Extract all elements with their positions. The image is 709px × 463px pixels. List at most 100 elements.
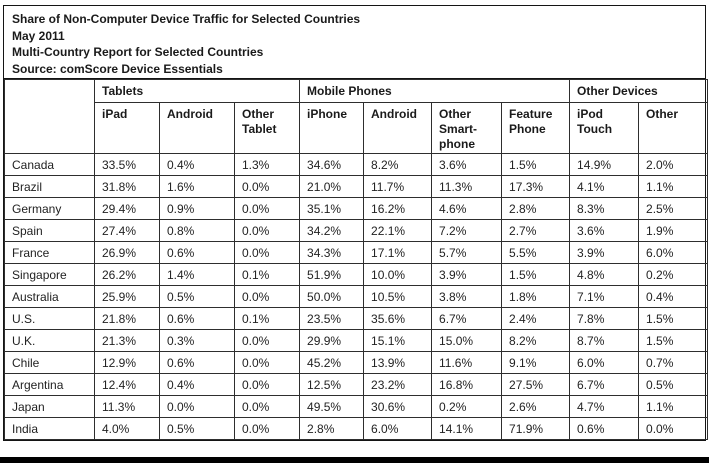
cell-value: 27.4% xyxy=(94,219,160,242)
title-block: Share of Non-Computer Device Traffic for… xyxy=(4,6,705,79)
cell-value: 0.8% xyxy=(159,219,235,242)
table-row: Japan 11.3% 0.0% 0.0% 49.5% 30.6% 0.2% 2.6% 4.7%… xyxy=(4,395,709,418)
cell-value: 1.5% xyxy=(638,307,709,330)
cell-value: 29.4% xyxy=(94,197,160,220)
row-label-country: Singapore xyxy=(4,263,95,286)
cell-value: 5.5% xyxy=(501,241,571,264)
table-row: France 26.9% 0.6% 0.0% 34.3% 17.1% 5.7% 5.5% 3.9… xyxy=(4,241,709,264)
cell-value: 16.8% xyxy=(431,373,503,396)
table-row: Chile 12.9% 0.6% 0.0% 45.2% 13.9% 11.6% 9.1% 6.0… xyxy=(4,351,709,374)
cell-value: 1.9% xyxy=(638,219,709,242)
cell-value: 0.6% xyxy=(569,417,640,440)
cell-value: 1.6% xyxy=(159,175,235,198)
cell-value: 14.9% xyxy=(569,153,640,176)
cell-value: 29.9% xyxy=(299,329,365,352)
cell-value: 0.0% xyxy=(233,329,301,352)
cell-value: 8.2% xyxy=(501,329,571,352)
cell-value: 0.0% xyxy=(159,395,235,418)
col-header-ipod-touch: iPod Touch xyxy=(569,102,640,154)
cell-value: 21.8% xyxy=(94,307,160,330)
cell-value: 71.9% xyxy=(501,417,571,440)
row-label-country: India xyxy=(4,417,95,440)
cell-value: 12.9% xyxy=(94,351,160,374)
table-row: Argentina 12.4% 0.4% 0.0% 12.5% 23.2% 16.8% 27.… xyxy=(4,373,709,396)
cell-value: 0.0% xyxy=(233,241,301,264)
cell-value: 0.4% xyxy=(159,153,235,176)
report-title: Share of Non-Computer Device Traffic for… xyxy=(12,12,361,26)
sub-header-row: iPad Android Other Tablet iPhone Android… xyxy=(5,102,709,154)
cell-value: 0.2% xyxy=(431,395,503,418)
row-label-country: France xyxy=(4,241,95,264)
col-header-other-device: Other xyxy=(638,102,709,154)
cell-value: 10.5% xyxy=(363,285,433,308)
cell-value: 45.2% xyxy=(299,351,365,374)
cell-value: 9.1% xyxy=(501,351,571,374)
table-row: Germany 29.4% 0.9% 0.0% 35.1% 16.2% 4.6% 2.8% 8.… xyxy=(4,197,709,220)
cell-value: 12.5% xyxy=(299,373,365,396)
row-label-country: U.K. xyxy=(4,329,95,352)
col-group-tablets: Tablets xyxy=(93,79,301,103)
table-row: India 4.0% 0.5% 0.0% 2.8% 6.0% 14.1% 71.9% 0.6% 0… xyxy=(4,417,709,440)
cell-value: 0.0% xyxy=(638,417,709,440)
cell-value: 0.3% xyxy=(159,329,235,352)
cell-value: 3.6% xyxy=(569,219,640,242)
cell-value: 0.6% xyxy=(159,241,235,264)
cell-value: 22.1% xyxy=(363,219,433,242)
cell-value: 11.6% xyxy=(431,351,503,374)
cell-value: 0.4% xyxy=(159,373,235,396)
col-group-mobile-phones: Mobile Phones xyxy=(299,79,571,103)
cell-value: 3.9% xyxy=(431,263,503,286)
col-header-feature-phone: Feature Phone xyxy=(501,102,571,154)
cell-value: 14.1% xyxy=(431,417,503,440)
group-header-row: Tablets Mobile Phones Other Devices xyxy=(4,79,709,154)
cell-value: 8.2% xyxy=(363,153,433,176)
cell-value: 30.6% xyxy=(363,395,433,418)
cell-value: 2.8% xyxy=(501,197,571,220)
col-header-ipad: iPad xyxy=(94,102,160,154)
row-label-country: Australia xyxy=(4,285,95,308)
cell-value: 1.3% xyxy=(233,153,301,176)
cell-value: 6.7% xyxy=(431,307,503,330)
cell-value: 3.9% xyxy=(569,241,640,264)
cell-value: 15.1% xyxy=(363,329,433,352)
cell-value: 0.0% xyxy=(233,351,301,374)
cell-value: 3.6% xyxy=(431,153,503,176)
table-row: Australia 25.9% 0.5% 0.0% 50.0% 10.5% 3.8% 1.8%… xyxy=(4,285,709,308)
col-group-other-devices: Other Devices xyxy=(569,79,709,103)
cell-value: 35.1% xyxy=(299,197,365,220)
cell-value: 7.1% xyxy=(569,285,640,308)
cell-value: 26.9% xyxy=(94,241,160,264)
cell-value: 11.3% xyxy=(431,175,503,198)
table-row: Brazil 31.8% 1.6% 0.0% 21.0% 11.7% 11.3% 17.3% 4… xyxy=(4,175,709,198)
row-label-country: Canada xyxy=(4,153,95,176)
cell-value: 1.5% xyxy=(501,263,571,286)
report-source: Source: comScore Device Essentials xyxy=(12,61,223,76)
col-header-iphone: iPhone xyxy=(299,102,365,154)
row-label-country: Argentina xyxy=(4,373,95,396)
col-header-other-smartphone: Other Smart-phone xyxy=(431,102,503,154)
row-label-country: Germany xyxy=(4,197,95,220)
cell-value: 2.5% xyxy=(638,197,709,220)
cell-value: 0.5% xyxy=(159,285,235,308)
cell-value: 17.1% xyxy=(363,241,433,264)
cell-value: 34.2% xyxy=(299,219,365,242)
cell-value: 23.5% xyxy=(299,307,365,330)
traffic-share-table: Tablets Mobile Phones Other Devices iPad… xyxy=(4,79,709,440)
cell-value: 1.8% xyxy=(501,285,571,308)
cell-value: 33.5% xyxy=(94,153,160,176)
cell-value: 3.8% xyxy=(431,285,503,308)
cell-value: 0.0% xyxy=(233,395,301,418)
cell-value: 0.4% xyxy=(638,285,709,308)
table-row: Spain 27.4% 0.8% 0.0% 34.2% 22.1% 7.2% 2.7% 3.6%… xyxy=(4,219,709,242)
cell-value: 10.0% xyxy=(363,263,433,286)
cell-value: 1.5% xyxy=(638,329,709,352)
cell-value: 2.8% xyxy=(299,417,365,440)
cell-value: 6.7% xyxy=(569,373,640,396)
cell-value: 23.2% xyxy=(363,373,433,396)
cell-value: 0.0% xyxy=(233,285,301,308)
report-subtitle: Multi-Country Report for Selected Countr… xyxy=(12,45,264,59)
cell-value: 1.1% xyxy=(638,175,709,198)
cell-value: 7.8% xyxy=(569,307,640,330)
table-row: Singapore 26.2% 1.4% 0.1% 51.9% 10.0% 3.9% 1.5%… xyxy=(4,263,709,286)
col-header-other-tablet: Other Tablet xyxy=(233,102,301,154)
